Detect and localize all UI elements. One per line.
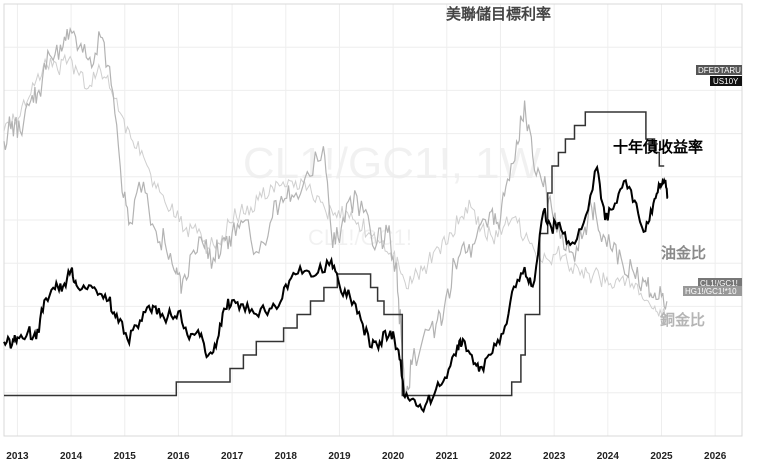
x-tick-label: 2018 — [275, 451, 298, 462]
annotations: 美聯儲目標利率 十年債收益率 油金比 銅金比 — [446, 5, 706, 329]
annotation-copper-gold: 銅金比 — [660, 311, 705, 329]
x-tick-label: 2020 — [382, 451, 405, 462]
watermark: CL1!/GC1!, 1W CL1!/GC1! — [243, 139, 542, 250]
annotation-fed-rate: 美聯儲目標利率 — [446, 5, 551, 23]
watermark-sub: CL1!/GC1! — [308, 225, 412, 250]
badge-fed: DFEDTARU — [698, 66, 741, 75]
x-tick-label: 2016 — [167, 451, 190, 462]
x-tick-label: 2022 — [489, 451, 512, 462]
series-line-copper-gold — [3, 53, 668, 323]
series-line-fed-rate — [4, 111, 665, 397]
badge-us10y: US10Y — [713, 77, 739, 86]
x-tick-label: 2019 — [328, 451, 351, 462]
badge-oil-bg — [698, 278, 742, 288]
price-badges: DFEDTARU US10Y CL1!/GC1! HG1!/GC1!*10 — [683, 65, 742, 296]
x-tick-label: 2021 — [436, 451, 459, 462]
series-layer — [3, 26, 669, 414]
x-tick-label: 2025 — [650, 451, 673, 462]
x-tick-label: 2026 — [704, 451, 727, 462]
annotation-oil-gold: 油金比 — [661, 244, 706, 262]
badge-fed-bg — [696, 65, 742, 75]
x-tick-label: 2013 — [6, 451, 29, 462]
badge-us10y-bg — [710, 76, 742, 86]
badge-copper-bg — [683, 286, 742, 296]
badge-copper: HG1!/GC1!*10 — [685, 287, 737, 296]
x-axis: 2013 2014 2015 2016 2017 2018 2019 2020 2021 2022… — [6, 451, 726, 462]
plot-frame — [3, 3, 743, 437]
x-tick-label: 2017 — [221, 451, 244, 462]
x-tick-label: 2015 — [114, 451, 137, 462]
x-tick-label: 2014 — [60, 451, 83, 462]
badge-oil: CL1!/GC1! — [700, 279, 738, 288]
series-line-us10y — [3, 164, 669, 414]
annotation-us10y: 十年債收益率 — [613, 138, 703, 156]
x-tick-label: 2024 — [597, 451, 620, 462]
grid — [4, 4, 742, 436]
x-tick-label: 2023 — [543, 451, 566, 462]
watermark-main: CL1!/GC1!, 1W — [243, 139, 542, 188]
